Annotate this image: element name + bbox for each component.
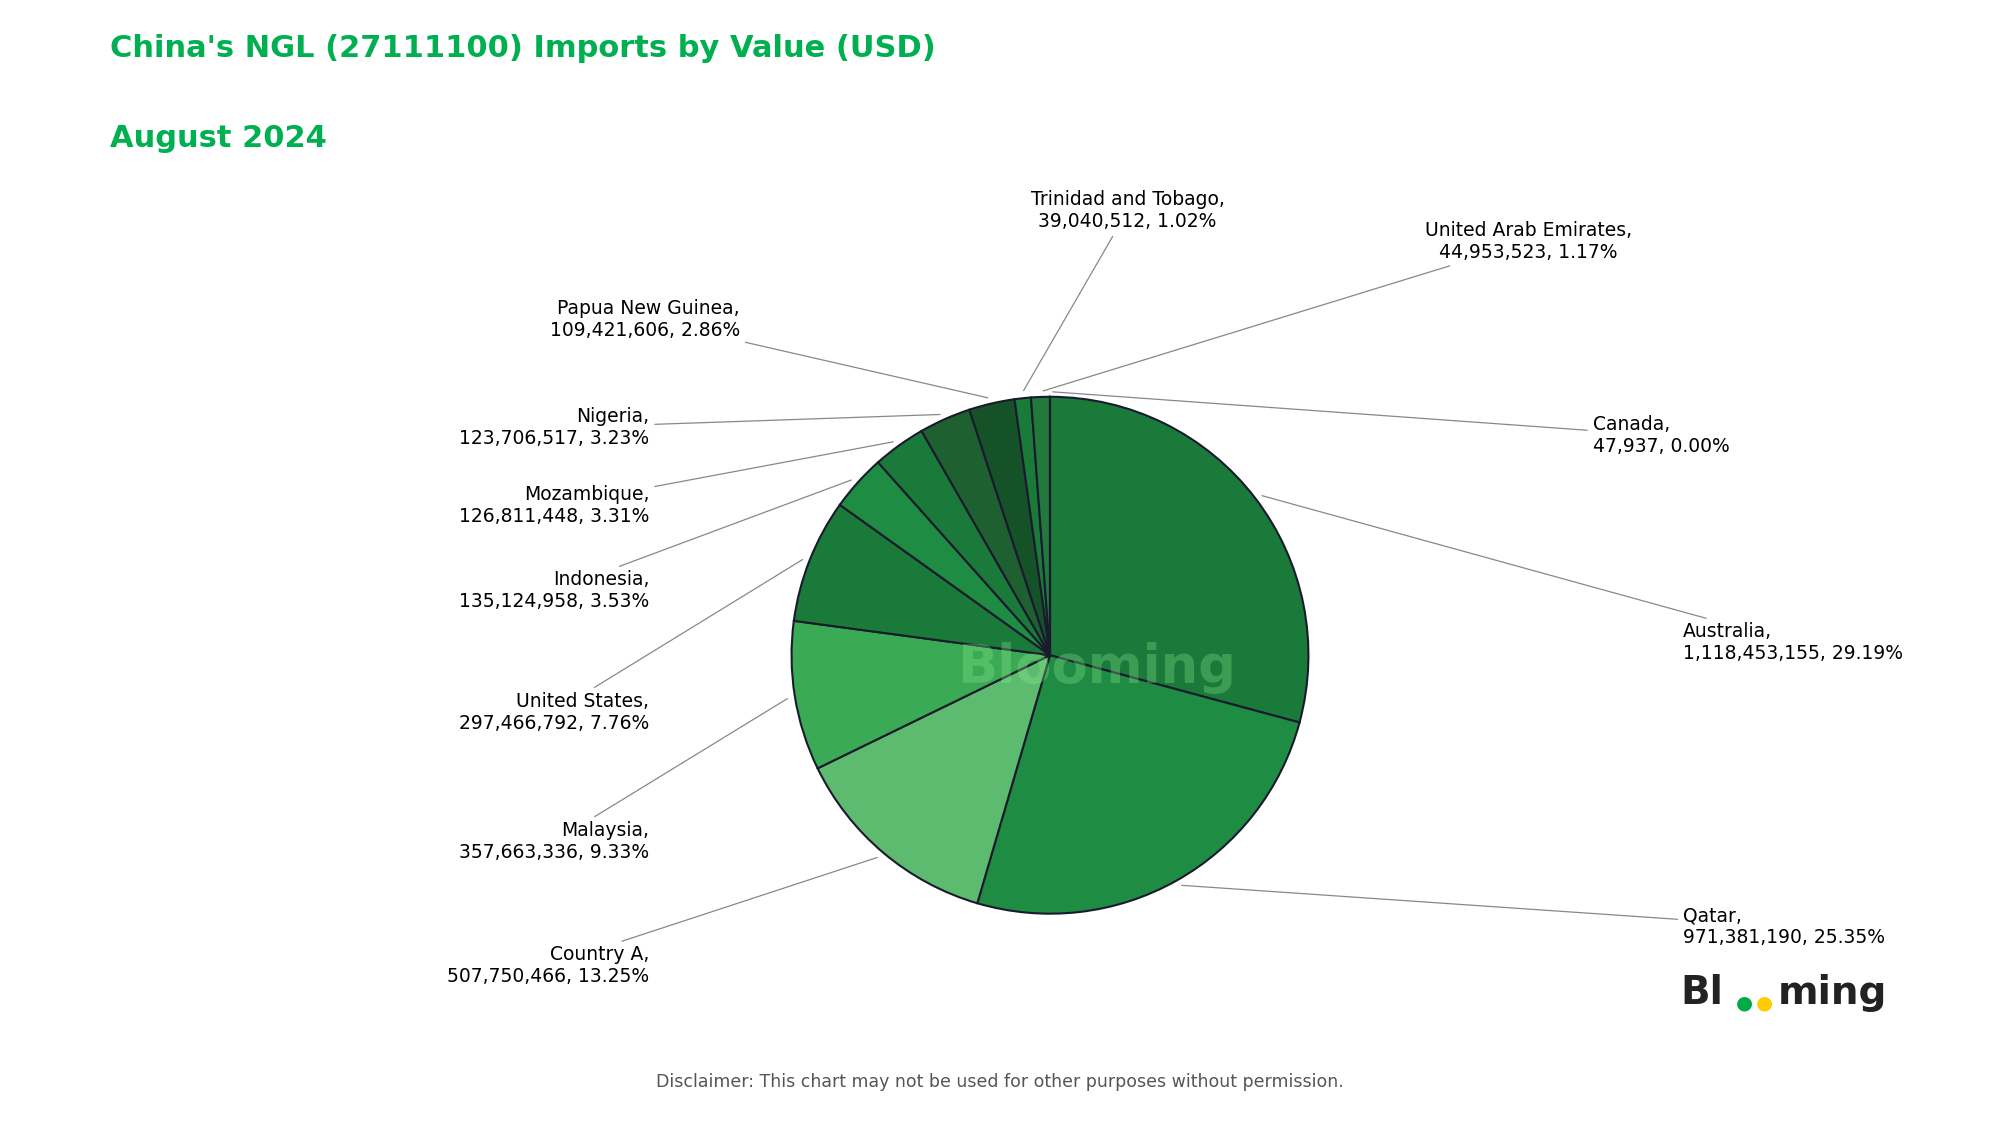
Text: Malaysia,
357,663,336, 9.33%: Malaysia, 357,663,336, 9.33% — [460, 699, 788, 862]
Text: Qatar,
971,381,190, 25.35%: Qatar, 971,381,190, 25.35% — [1182, 885, 1886, 947]
Text: Mozambique,
126,811,448, 3.31%: Mozambique, 126,811,448, 3.31% — [460, 442, 894, 525]
Text: Bl: Bl — [1680, 974, 1722, 1012]
Wedge shape — [792, 621, 1050, 768]
Wedge shape — [922, 410, 1050, 655]
Wedge shape — [970, 399, 1050, 655]
Text: ming: ming — [1778, 974, 1888, 1012]
Wedge shape — [1050, 397, 1308, 722]
Text: Canada,
47,937, 0.00%: Canada, 47,937, 0.00% — [1052, 392, 1730, 456]
Text: ●: ● — [1756, 993, 1774, 1012]
Wedge shape — [978, 655, 1300, 914]
Wedge shape — [818, 655, 1050, 903]
Text: United Arab Emirates,
44,953,523, 1.17%: United Arab Emirates, 44,953,523, 1.17% — [1042, 222, 1632, 392]
Text: August 2024: August 2024 — [110, 124, 326, 153]
Text: Disclaimer: This chart may not be used for other purposes without permission.: Disclaimer: This chart may not be used f… — [656, 1073, 1344, 1091]
Text: United States,
297,466,792, 7.76%: United States, 297,466,792, 7.76% — [460, 559, 802, 732]
Wedge shape — [878, 431, 1050, 655]
Text: Papua New Guinea,
109,421,606, 2.86%: Papua New Guinea, 109,421,606, 2.86% — [550, 299, 988, 398]
Wedge shape — [840, 462, 1050, 655]
Wedge shape — [794, 505, 1050, 655]
Text: Nigeria,
123,706,517, 3.23%: Nigeria, 123,706,517, 3.23% — [460, 407, 940, 448]
Text: Country A,
507,750,466, 13.25%: Country A, 507,750,466, 13.25% — [448, 857, 878, 986]
Text: ●: ● — [1736, 993, 1752, 1012]
Wedge shape — [1030, 397, 1050, 655]
Text: Trinidad and Tobago,
39,040,512, 1.02%: Trinidad and Tobago, 39,040,512, 1.02% — [1024, 190, 1224, 390]
Text: Indonesia,
135,124,958, 3.53%: Indonesia, 135,124,958, 3.53% — [460, 480, 852, 611]
Wedge shape — [1014, 397, 1050, 655]
Text: China's NGL (27111100) Imports by Value (USD): China's NGL (27111100) Imports by Value … — [110, 34, 936, 63]
Text: Blooming: Blooming — [958, 642, 1236, 694]
Text: Australia,
1,118,453,155, 29.19%: Australia, 1,118,453,155, 29.19% — [1262, 496, 1904, 663]
